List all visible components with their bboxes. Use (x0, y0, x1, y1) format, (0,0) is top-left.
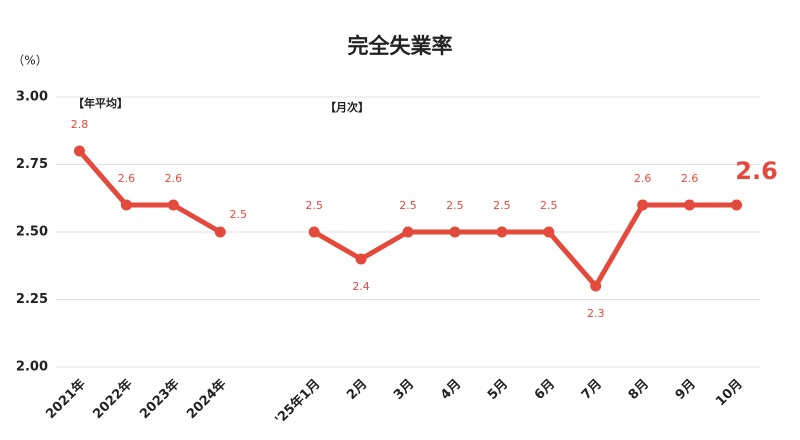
data-label: 2.5 (540, 199, 558, 212)
x-tick-label: '25年1月 (272, 376, 324, 428)
data-label: 2.5 (493, 199, 511, 212)
data-label: 2.5 (305, 199, 323, 212)
annotation: 【年平均】 (73, 96, 128, 110)
x-tick-label: 2023年 (137, 376, 183, 422)
y-axis-label: （%） (12, 54, 47, 68)
point (590, 280, 602, 292)
x-tick-label: 2021年 (43, 376, 89, 422)
data-label: 2.6 (634, 172, 652, 185)
annotation: 【月次】 (325, 100, 369, 114)
data-label: 2.6 (735, 157, 778, 185)
x-tick-label: 2024年 (183, 376, 229, 422)
point (402, 226, 414, 238)
y-tick-label: 2.25 (16, 292, 48, 307)
y-tick-label: 3.00 (16, 90, 48, 105)
y-tick-label: 2.00 (16, 360, 48, 375)
point (496, 226, 508, 238)
data-label: 2.8 (71, 118, 89, 131)
data-label: 2.6 (118, 172, 136, 185)
x-tick-label: 4月 (438, 377, 464, 403)
x-tick-label: 2022年 (90, 376, 136, 422)
point (637, 199, 649, 211)
point (308, 226, 320, 238)
line (77, 149, 737, 289)
x-tick-label: 6月 (532, 377, 558, 403)
y-tick-label: 2.75 (16, 157, 48, 172)
x-tick-label: 10月 (713, 377, 746, 410)
data-label: 2.6 (165, 172, 183, 185)
data-label: 2.3 (587, 307, 605, 320)
point (355, 253, 367, 265)
point (214, 226, 226, 238)
data-label: 2.5 (399, 199, 417, 212)
x-tick-label: 2月 (344, 377, 370, 403)
x-tick-label: 9月 (673, 377, 699, 403)
x-tick-label: 8月 (626, 377, 652, 403)
data-label: 2.5 (230, 208, 248, 221)
point (543, 226, 555, 238)
data-label: 2.4 (352, 280, 370, 293)
point (167, 199, 179, 211)
y-tick-label: 2.50 (16, 225, 48, 240)
point (731, 199, 743, 211)
x-tick-label: 3月 (391, 377, 417, 403)
data-label: 2.5 (446, 199, 464, 212)
point (73, 145, 85, 157)
chart-title: 完全失業率 (348, 34, 453, 58)
x-tick-label: 5月 (485, 377, 511, 403)
point (120, 199, 132, 211)
point (684, 199, 696, 211)
x-tick-label: 7月 (579, 377, 605, 403)
point (449, 226, 461, 238)
data-label: 2.6 (681, 172, 699, 185)
